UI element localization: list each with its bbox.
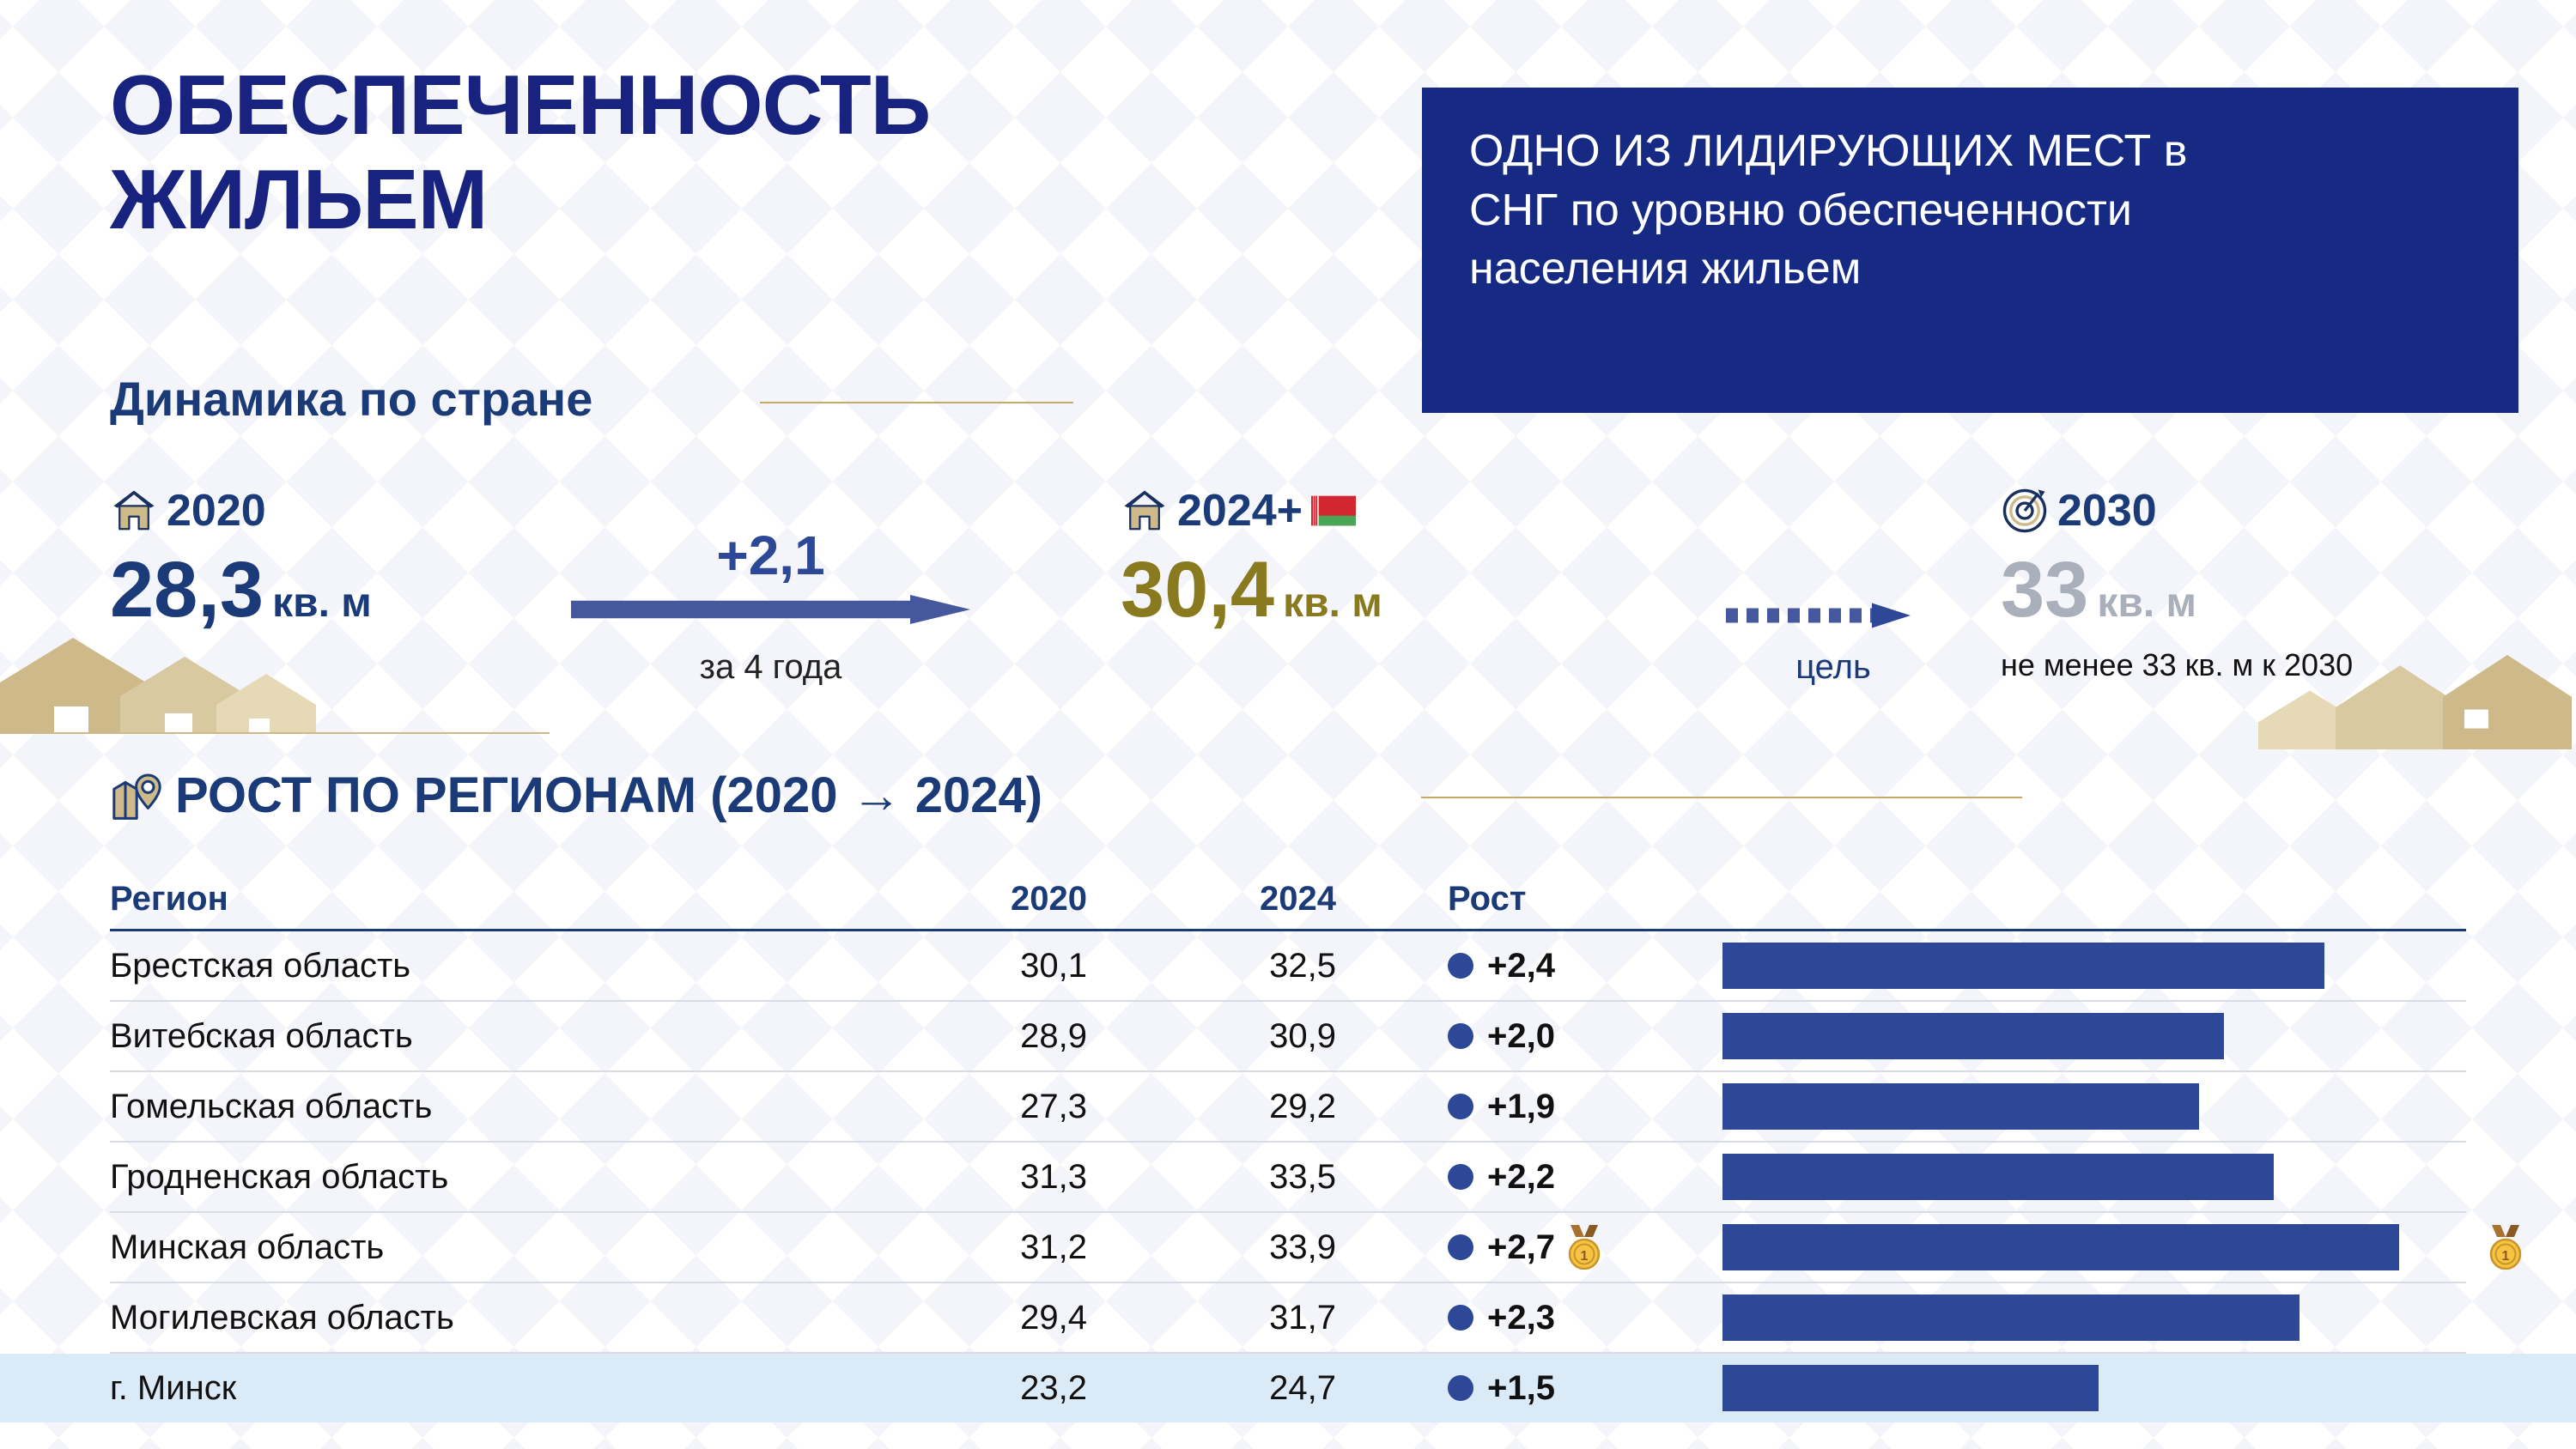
svg-text:1: 1: [2502, 1249, 2510, 1264]
svg-text:1: 1: [1581, 1249, 1589, 1264]
